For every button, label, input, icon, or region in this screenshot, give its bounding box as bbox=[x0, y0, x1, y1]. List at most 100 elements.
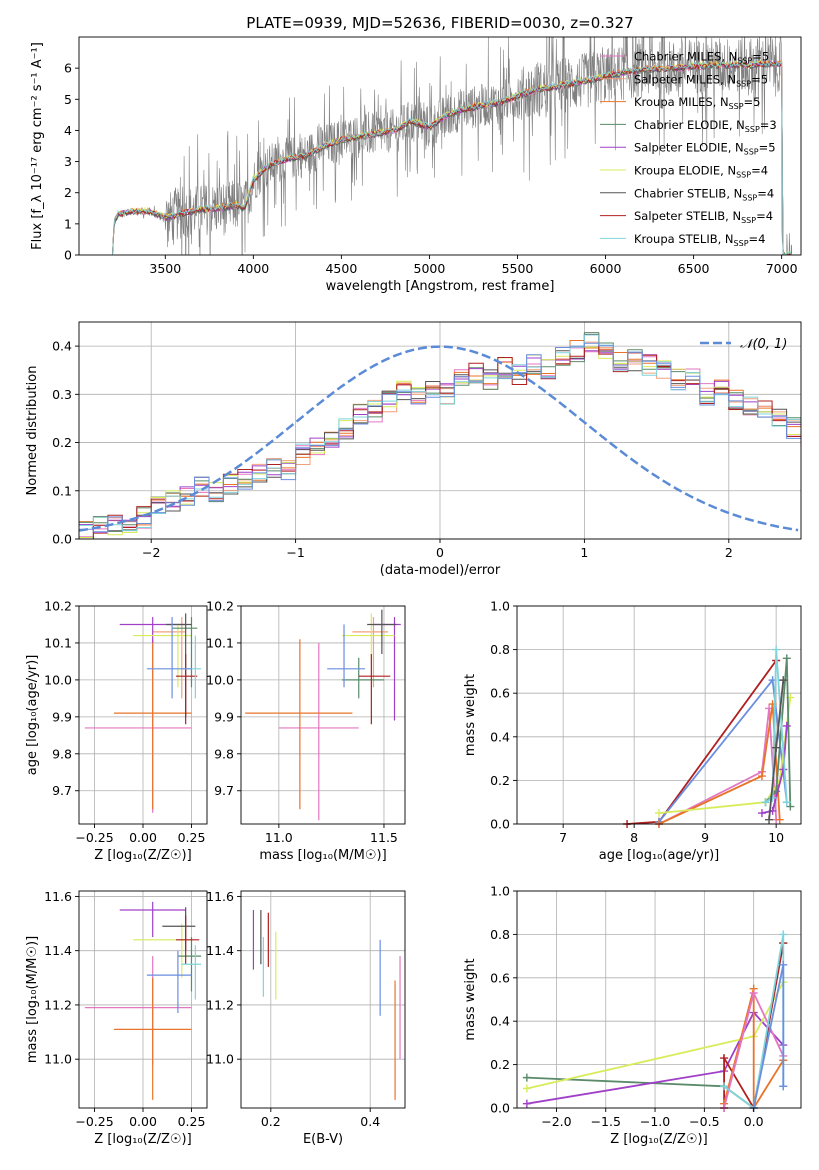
age_vs_mass-ytick-label: 10.1 bbox=[206, 635, 234, 650]
massweight_vs_Z-ytick-label: 0.4 bbox=[490, 1014, 510, 1029]
mass-weight-point-marker bbox=[522, 1084, 531, 1093]
spectrum-frame bbox=[78, 36, 802, 256]
massweight_vs_age-xtick-label: 7 bbox=[559, 830, 567, 845]
mass-weight-point-marker bbox=[720, 1054, 729, 1063]
spectrum-ytick-label: 1 bbox=[64, 216, 72, 231]
mass_vs_ebv-xlabel: E(B-V) bbox=[303, 1132, 343, 1147]
mass_vs_Z-ytick-label: 11.6 bbox=[44, 889, 72, 904]
mass-weight-point-marker bbox=[779, 960, 788, 969]
massweight_vs_Z-ytick-label: 0.2 bbox=[490, 1057, 510, 1072]
mass_vs_Z-ytick-label: 11.4 bbox=[44, 943, 72, 958]
mass-weight-point-marker bbox=[749, 988, 758, 997]
age_vs_Z-ytick-label: 9.7 bbox=[52, 783, 72, 798]
residuals-ytick-label: 0.0 bbox=[52, 532, 72, 547]
mass-weight-point-marker bbox=[782, 721, 791, 730]
spectrum-ytick-label: 5 bbox=[64, 92, 72, 107]
age_vs_mass-ytick-label: 10.0 bbox=[206, 672, 234, 687]
mass_vs_Z-xtick-label: 0.25 bbox=[178, 1114, 206, 1129]
mass-weight-point-marker bbox=[522, 1073, 531, 1082]
spectrum-ytick-label: 3 bbox=[64, 154, 72, 169]
legend-subscript: SSP bbox=[736, 171, 751, 180]
legend-tail: =4 bbox=[749, 232, 766, 246]
legend-entry: Salpeter MILES, NSSP=5 bbox=[634, 72, 768, 88]
spectrum-xtick-label: 3500 bbox=[149, 261, 181, 276]
histogram-step-series bbox=[79, 350, 801, 539]
spectrum-ytick-label: 4 bbox=[64, 123, 72, 138]
age_vs_Z-ytick-label: 10.0 bbox=[44, 672, 72, 687]
legend-label: Kroupa STELIB, N bbox=[634, 232, 734, 246]
legend-label: Chabrier ELODIE, N bbox=[634, 118, 745, 132]
histogram-step-series bbox=[79, 334, 801, 539]
legend-tail: =3 bbox=[760, 118, 777, 132]
mass-weight-point-marker bbox=[757, 772, 766, 781]
legend-tail: =5 bbox=[759, 141, 776, 155]
legend-entry: Chabrier MILES, NSSP=5 bbox=[634, 50, 769, 66]
age_vs_Z-ytick-label: 9.8 bbox=[52, 746, 72, 761]
mass_vs_Z-xtick-label: −0.25 bbox=[75, 1114, 113, 1129]
age_vs_Z-xtick-label: 0.25 bbox=[178, 830, 206, 845]
mass-weight-point-marker bbox=[775, 815, 784, 824]
mass_vs_Z-ytick-label: 11.2 bbox=[44, 997, 72, 1012]
residuals-ytick-label: 0.1 bbox=[52, 483, 72, 498]
spectrum-ytick-label: 0 bbox=[64, 248, 72, 263]
age_vs_mass-ytick-label: 9.7 bbox=[214, 783, 234, 798]
massweight_vs_Z-ytick-label: 0.6 bbox=[490, 970, 510, 985]
massweight_vs_age-ytick-label: 0.8 bbox=[490, 642, 510, 657]
legend-subscript: SSP bbox=[745, 125, 760, 134]
histogram-step-series bbox=[79, 334, 801, 539]
legend-tail: =5 bbox=[752, 50, 769, 64]
legend-entry: Kroupa STELIB, NSSP=4 bbox=[634, 232, 765, 248]
massweight_vs_age-ytick-label: 0.4 bbox=[490, 729, 510, 744]
legend-tail: =4 bbox=[757, 186, 774, 200]
massweight_vs_Z-xtick-label: 0.0 bbox=[744, 1114, 764, 1129]
mass_vs_Z-xtick-label: 0.00 bbox=[129, 1114, 157, 1129]
massweight_vs_Z-xtick-label: −0.5 bbox=[689, 1114, 719, 1129]
legend-entry: Salpeter STELIB, NSSP=4 bbox=[634, 209, 773, 225]
age_vs_Z-xtick-label: −0.25 bbox=[75, 830, 113, 845]
mass-weight-point-marker bbox=[786, 802, 795, 811]
legend-label: Salpeter MILES, N bbox=[634, 72, 736, 86]
legend-subscript: SSP bbox=[737, 57, 752, 66]
mass-weight-point-marker bbox=[779, 765, 788, 774]
model-spectrum-line bbox=[112, 61, 791, 255]
age_vs_mass-xtick-label: 11.5 bbox=[370, 830, 398, 845]
residuals-ylabel: Normed distribution bbox=[25, 366, 40, 496]
massweight_vs_Z-xtick-label: −1.0 bbox=[640, 1114, 670, 1129]
legend-subscript: SSP bbox=[742, 193, 757, 202]
legend-subscript: SSP bbox=[729, 102, 744, 111]
mass-weight-series-line bbox=[723, 988, 785, 1112]
mass-weight-point-marker bbox=[779, 1082, 788, 1091]
massweight_vs_age-ytick-label: 0.0 bbox=[490, 817, 510, 832]
mass_vs_ebv-ytick-label: 11.4 bbox=[206, 943, 234, 958]
residuals-ytick-label: 0.4 bbox=[52, 339, 72, 354]
mass-weight-point-marker bbox=[779, 676, 788, 685]
model-spectrum-line bbox=[112, 59, 792, 255]
massweight_vs_Z-frame bbox=[516, 890, 802, 1109]
mass-weight-point-marker bbox=[761, 798, 770, 807]
massweight_vs_age-ytick-label: 0.2 bbox=[490, 773, 510, 788]
legend-subscript: SSP bbox=[734, 239, 749, 248]
residuals-xtick-label: 1 bbox=[580, 545, 588, 560]
mass-weight-point-marker bbox=[757, 809, 766, 818]
age_vs_mass-frame bbox=[240, 605, 406, 825]
mass-weight-point-marker bbox=[768, 793, 777, 802]
legend-entry: Kroupa MILES, NSSP=5 bbox=[634, 95, 760, 111]
mass_vs_ebv-xtick-label: 0.2 bbox=[261, 1114, 281, 1129]
normal-legend-label: 𝒩(0, 1) bbox=[740, 337, 787, 352]
residuals-xtick-label: −1 bbox=[286, 545, 304, 560]
normal-curve-line bbox=[79, 345, 799, 532]
mass-weight-point-marker bbox=[720, 1082, 729, 1091]
massweight_vs_Z-ylabel: mass weight bbox=[463, 958, 478, 1040]
age_vs_Z-ylabel: age [log₁₀(age/yr)] bbox=[25, 655, 40, 776]
spectrum-xtick-label: 4000 bbox=[237, 261, 269, 276]
age_vs_Z-ytick-label: 9.9 bbox=[52, 709, 72, 724]
massweight_vs_age-frame bbox=[516, 605, 802, 825]
age_vs_mass-xlabel: mass [log₁₀(M/M☉)] bbox=[259, 848, 386, 863]
spectrum-ytick-label: 6 bbox=[64, 61, 72, 76]
histogram-step-series bbox=[79, 332, 801, 539]
legend-subscript: SSP bbox=[744, 148, 759, 157]
mass_vs_Z-ytick-label: 11.0 bbox=[44, 1052, 72, 1067]
legend-label: Kroupa ELODIE, N bbox=[634, 164, 736, 178]
